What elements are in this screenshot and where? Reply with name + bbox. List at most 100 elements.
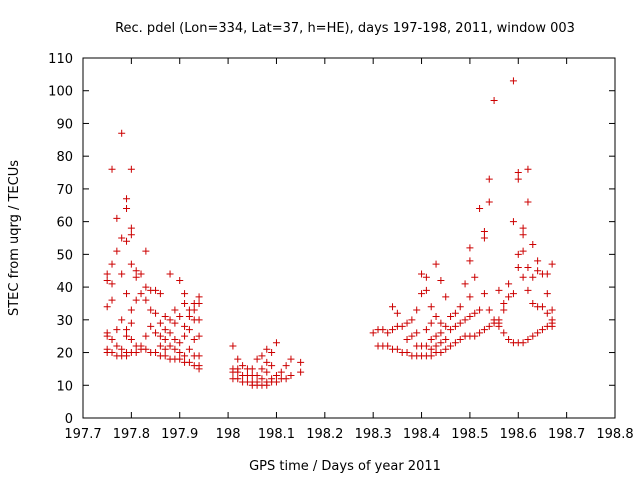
data-point (519, 231, 527, 239)
data-point (258, 365, 266, 373)
data-point (277, 368, 285, 376)
data-point (427, 345, 435, 353)
data-point (137, 270, 145, 278)
y-tick-label: 30 (56, 314, 73, 329)
data-point (466, 257, 474, 265)
data-point (123, 237, 131, 245)
data-point (161, 326, 169, 334)
data-point (132, 296, 140, 304)
y-tick-label: 100 (48, 85, 73, 100)
data-point (166, 316, 174, 324)
data-point (427, 352, 435, 360)
data-point (505, 335, 513, 343)
x-tick-label: 198.7 (548, 427, 585, 442)
data-point (466, 293, 474, 301)
data-point (505, 280, 513, 288)
data-point (524, 335, 532, 343)
data-point (442, 322, 450, 330)
data-point (524, 286, 532, 294)
y-tick-label: 0 (65, 412, 73, 427)
data-point (505, 293, 513, 301)
x-tick-label: 197.8 (113, 427, 150, 442)
data-point (152, 286, 160, 294)
data-point (495, 286, 503, 294)
data-point (403, 335, 411, 343)
data-point (466, 244, 474, 252)
data-point (534, 267, 542, 275)
data-point (442, 335, 450, 343)
x-tick-label: 197.9 (161, 427, 198, 442)
data-point (258, 375, 266, 383)
data-point (176, 339, 184, 347)
data-point (113, 326, 121, 334)
data-point (485, 306, 493, 314)
data-point (282, 362, 290, 370)
data-point (509, 218, 517, 226)
data-point (413, 329, 421, 337)
y-tick-label: 20 (56, 347, 73, 362)
data-point (480, 227, 488, 235)
data-point (422, 342, 430, 350)
data-point (108, 296, 116, 304)
data-point (461, 280, 469, 288)
y-axis-label: STEC from uqrg / TECUs (7, 160, 22, 316)
data-point (185, 326, 193, 334)
data-point (543, 309, 551, 317)
data-point (500, 299, 508, 307)
data-point (432, 342, 440, 350)
data-point (137, 342, 145, 350)
data-point (127, 165, 135, 173)
data-point (268, 349, 276, 357)
data-point (195, 332, 203, 340)
data-point (451, 339, 459, 347)
data-point (185, 313, 193, 321)
y-axis: 0 10 20 30 40 50 60 70 80 90 100 110 (48, 52, 615, 427)
data-point (118, 316, 126, 324)
data-point (500, 329, 508, 337)
data-point (529, 273, 537, 281)
data-point (543, 290, 551, 298)
data-point (287, 355, 295, 363)
data-point (422, 273, 430, 281)
data-point (427, 319, 435, 327)
data-point (543, 270, 551, 278)
x-tick-label: 198.2 (306, 427, 343, 442)
data-point (524, 263, 532, 271)
data-point (248, 365, 256, 373)
data-point (181, 352, 189, 360)
data-point (132, 273, 140, 281)
data-point (176, 355, 184, 363)
data-point (529, 332, 537, 340)
data-point (239, 362, 247, 370)
data-point (480, 234, 488, 242)
data-point (519, 273, 527, 281)
data-point (118, 345, 126, 353)
plot-frame (82, 57, 616, 419)
data-point (263, 368, 271, 376)
data-point (152, 329, 160, 337)
data-point (524, 165, 532, 173)
data-point (408, 332, 416, 340)
data-point (485, 322, 493, 330)
data-point (195, 293, 203, 301)
data-point (132, 349, 140, 357)
data-point (181, 299, 189, 307)
data-point (132, 267, 140, 275)
data-point (195, 362, 203, 370)
data-point (253, 378, 261, 386)
data-point (297, 368, 305, 376)
data-point (514, 250, 522, 258)
data-point (403, 319, 411, 327)
data-point (268, 362, 276, 370)
data-point (471, 309, 479, 317)
data-point (427, 303, 435, 311)
data-point (538, 303, 546, 311)
data-point (384, 342, 392, 350)
data-point (480, 290, 488, 298)
data-point (103, 303, 111, 311)
data-point (514, 169, 522, 177)
data-point (456, 319, 464, 327)
data-point (263, 358, 271, 366)
data-point (476, 205, 484, 213)
data-point (297, 358, 305, 366)
